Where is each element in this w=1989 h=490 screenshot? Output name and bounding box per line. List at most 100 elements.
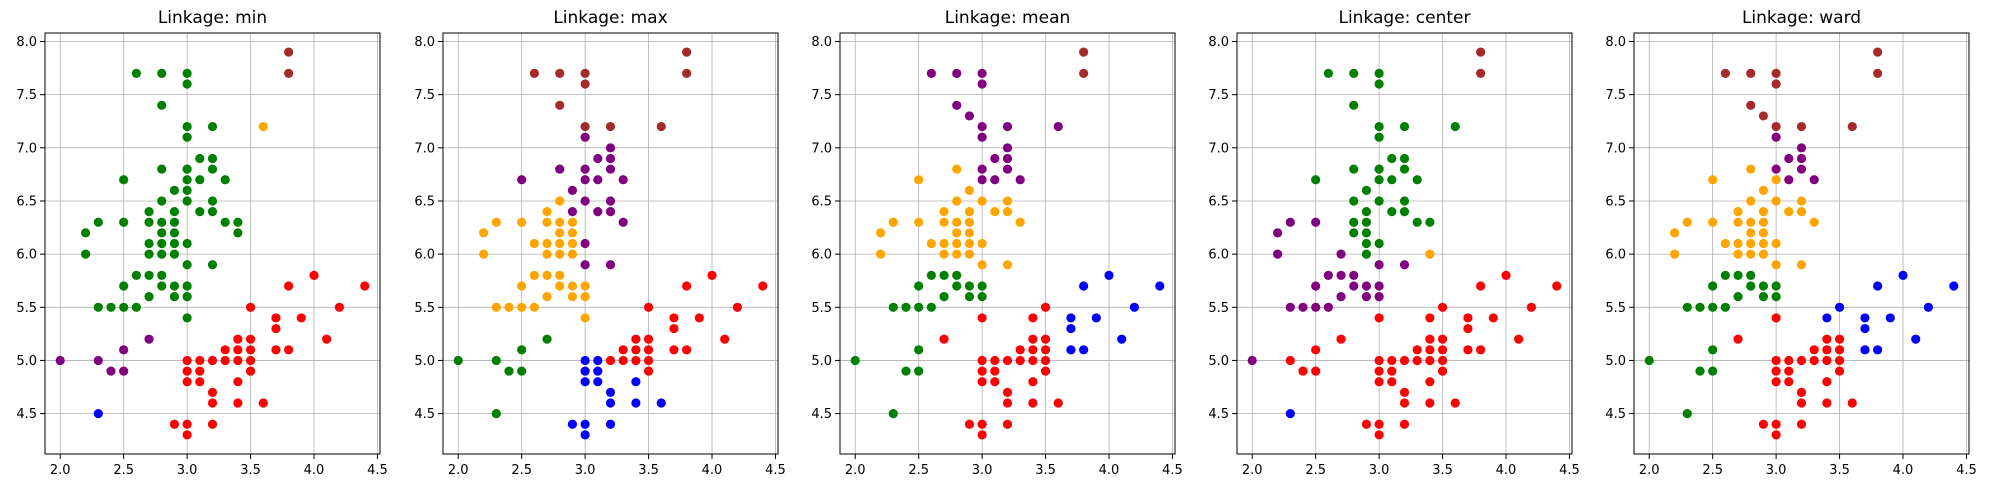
scatter-point: [1311, 302, 1321, 312]
x-tick-label: 3.0: [177, 463, 198, 478]
scatter-point: [1155, 281, 1165, 291]
scatter-point: [1809, 175, 1819, 185]
scatter-point: [618, 175, 628, 185]
scatter-point: [1834, 366, 1845, 376]
x-tick-label: 3.5: [1035, 463, 1056, 478]
scatter-point: [1002, 153, 1013, 164]
scatter-point: [271, 313, 281, 323]
scatter-point: [1066, 313, 1076, 323]
scatter-point: [157, 100, 167, 110]
scatter-point: [119, 366, 129, 376]
scatter-point: [1311, 281, 1321, 291]
scatter-point: [1387, 377, 1397, 387]
scatter-point: [567, 185, 578, 195]
scatter-point: [1758, 185, 1769, 195]
scatter-point: [567, 238, 578, 249]
scatter-point: [1476, 345, 1486, 355]
scatter-point: [284, 281, 294, 291]
scatter-point: [977, 68, 987, 78]
scatter-point: [1374, 419, 1384, 429]
scatter-point: [952, 270, 962, 280]
scatter-point: [322, 334, 332, 344]
scatter-point: [1015, 175, 1025, 185]
scatter-point: [1758, 238, 1769, 249]
scatter-point: [169, 207, 180, 217]
scatter-point: [233, 334, 243, 344]
scatter-point: [131, 270, 141, 280]
scatter-point: [1746, 164, 1756, 174]
scatter-point: [1079, 281, 1089, 291]
scatter-point: [1002, 121, 1013, 132]
scatter-point: [1349, 68, 1359, 78]
scatter-point: [1273, 249, 1283, 259]
scatter-point: [656, 121, 666, 132]
scatter-point: [1873, 68, 1883, 78]
scatter-point: [964, 228, 975, 238]
scatter-point: [1771, 377, 1781, 387]
scatter-point: [491, 302, 501, 312]
scatter-point: [914, 302, 924, 312]
scatter-point: [1733, 238, 1743, 249]
scatter-point: [169, 419, 180, 429]
scatter-point: [1040, 355, 1051, 366]
scatter-point: [542, 292, 552, 302]
scatter-point: [157, 228, 167, 238]
scatter-point: [491, 355, 501, 366]
scatter-point: [1898, 270, 1908, 280]
scatter-point: [977, 430, 987, 440]
y-tick-label: 4.5: [1605, 407, 1626, 422]
scatter-point: [643, 355, 654, 366]
scatter-point: [567, 419, 578, 429]
scatter-point: [555, 270, 565, 280]
scatter-point: [1285, 217, 1295, 227]
scatter-point: [1708, 345, 1718, 355]
scatter-point: [207, 164, 218, 174]
scatter-point: [1834, 345, 1845, 355]
subplot-title: Linkage: max: [553, 8, 667, 28]
y-tick-label: 5.5: [1605, 301, 1626, 316]
scatter-point: [182, 313, 192, 323]
scatter-point: [1796, 387, 1807, 397]
scatter-point: [271, 345, 281, 355]
scatter-point: [758, 281, 768, 291]
y-tick-label: 7.5: [811, 88, 832, 103]
scatter-point: [964, 111, 975, 121]
scatter-point: [157, 164, 167, 174]
scatter-point: [529, 238, 539, 249]
scatter-point: [1374, 238, 1384, 249]
scatter-point: [605, 260, 616, 270]
scatter-point: [517, 175, 527, 185]
scatter-point: [580, 132, 590, 142]
scatter-point: [1015, 217, 1025, 227]
x-tick-label: 4.0: [1893, 463, 1914, 478]
scatter-point: [1771, 68, 1781, 78]
scatter-point: [888, 217, 898, 227]
scatter-point: [939, 207, 949, 217]
scatter-point: [580, 175, 590, 185]
scatter-point: [939, 238, 949, 249]
scatter-point: [504, 302, 514, 312]
scatter-point: [1758, 228, 1769, 238]
scatter-point: [1399, 153, 1410, 164]
scatter-point: [567, 292, 578, 302]
scatter-point: [131, 302, 141, 312]
scatter-point: [1361, 281, 1372, 291]
scatter-point: [1015, 355, 1025, 366]
scatter-point: [1361, 238, 1372, 249]
subplot-title: Linkage: ward: [1742, 8, 1861, 28]
x-tick-label: 3.0: [1766, 463, 1787, 478]
scatter-point: [1552, 281, 1562, 291]
scatter-point: [1399, 207, 1410, 217]
scatter-point: [233, 228, 243, 238]
scatter-point: [1822, 355, 1832, 366]
scatter-point: [1349, 100, 1359, 110]
scatter-point: [169, 217, 180, 227]
scatter-point: [81, 249, 91, 259]
scatter-point: [1311, 217, 1321, 227]
scatter-point: [1809, 345, 1819, 355]
y-tick-label: 7.5: [414, 88, 435, 103]
scatter-point: [144, 217, 154, 227]
scatter-point: [233, 345, 243, 355]
scatter-point: [169, 185, 180, 195]
scatter-point: [1746, 217, 1756, 227]
